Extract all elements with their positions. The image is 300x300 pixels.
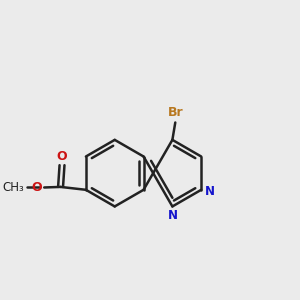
Text: N: N xyxy=(167,209,177,222)
Text: N: N xyxy=(205,185,215,198)
Text: CH₃: CH₃ xyxy=(2,181,24,194)
Text: O: O xyxy=(32,181,43,194)
Text: O: O xyxy=(57,151,68,164)
Text: Br: Br xyxy=(167,106,183,119)
